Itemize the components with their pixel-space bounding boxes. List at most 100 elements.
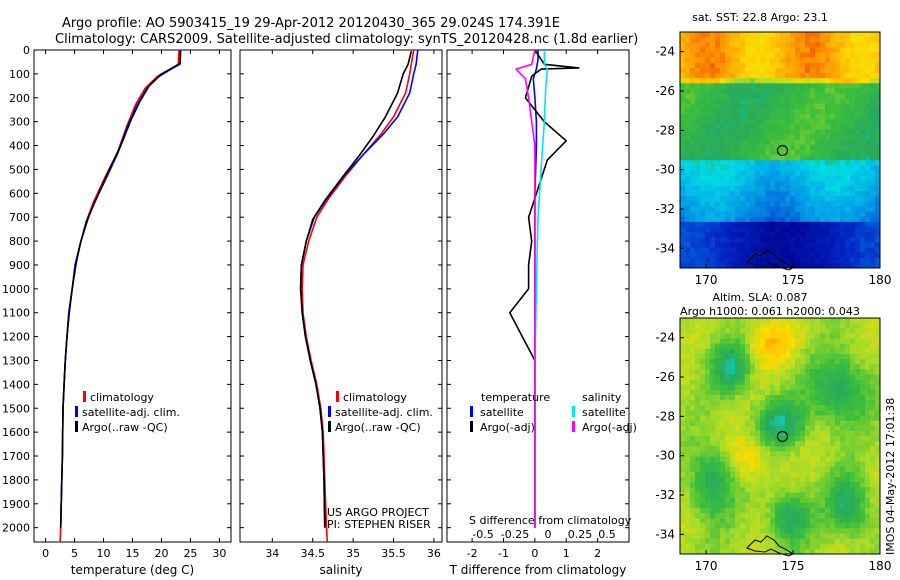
map-cell xyxy=(785,67,791,74)
map-cell xyxy=(785,144,791,151)
map-cell xyxy=(780,150,786,156)
map-cell xyxy=(865,180,871,187)
map-cell xyxy=(740,400,746,406)
map-cell xyxy=(855,369,861,376)
map-cell xyxy=(770,389,776,396)
map-cell xyxy=(710,477,716,483)
map-cell xyxy=(785,461,791,468)
map-cell xyxy=(705,88,711,95)
map-cell xyxy=(785,42,791,48)
map-cell xyxy=(845,497,851,504)
map-cell xyxy=(695,338,701,345)
map-cell xyxy=(715,211,721,218)
map-cell xyxy=(860,415,866,422)
map-cell xyxy=(710,487,716,494)
map-cell xyxy=(780,196,786,202)
map-cell xyxy=(770,242,776,249)
map-cell xyxy=(805,57,811,64)
map-cell xyxy=(755,221,761,228)
map-cell xyxy=(845,343,851,350)
map-cell xyxy=(835,364,841,370)
map-cell xyxy=(825,466,831,473)
map-cell xyxy=(840,400,846,406)
map-cell xyxy=(725,359,731,365)
map-cell xyxy=(840,528,846,535)
map-cell xyxy=(690,343,696,350)
x-tick-label: 35 xyxy=(346,547,360,560)
map-cell xyxy=(820,114,826,120)
map-cell xyxy=(735,405,741,411)
map-cell xyxy=(760,430,766,437)
map-cell xyxy=(845,67,851,74)
map-cell xyxy=(820,52,826,59)
map-cell xyxy=(720,328,726,334)
map-cell xyxy=(695,400,701,406)
difference-legend: temperature salinity satellite Argo(-adj… xyxy=(470,391,637,434)
map-cell xyxy=(715,441,721,447)
map-cell xyxy=(760,201,766,208)
map-cell xyxy=(745,497,751,504)
map-cell xyxy=(785,221,791,228)
map-cell xyxy=(855,415,861,422)
map-cell xyxy=(810,114,816,120)
map-cell xyxy=(835,93,841,100)
map-cell xyxy=(835,502,841,509)
map-cell xyxy=(730,379,736,386)
map-cell xyxy=(745,221,751,228)
map-cell xyxy=(860,492,866,499)
map-cell xyxy=(795,497,801,504)
map-cell xyxy=(750,441,756,447)
map-cell xyxy=(730,348,736,355)
map-cell xyxy=(735,528,741,535)
map-cell xyxy=(850,160,856,166)
map-cell xyxy=(795,512,801,519)
map-cell xyxy=(695,482,701,488)
map-cell xyxy=(845,436,851,442)
map-cell xyxy=(685,405,691,411)
map-cell xyxy=(795,318,801,324)
map-cell xyxy=(715,165,721,172)
map-cell xyxy=(835,232,841,238)
map-cell xyxy=(845,456,851,463)
map-cell xyxy=(815,124,821,131)
map-cell xyxy=(745,507,751,514)
map-cell xyxy=(785,103,791,110)
map-cell xyxy=(780,119,786,125)
salinity-x-axis-label: salinity xyxy=(319,563,362,577)
map-cell xyxy=(710,155,716,161)
map-cell xyxy=(820,88,826,95)
map-cell xyxy=(830,405,836,411)
map-cell xyxy=(815,353,821,360)
map-cell xyxy=(710,533,716,540)
map-cell xyxy=(695,348,701,355)
map-cell xyxy=(845,124,851,131)
map-cell xyxy=(690,37,696,43)
map-cell xyxy=(735,206,741,213)
map-cell xyxy=(745,471,751,478)
map-cell xyxy=(735,247,741,254)
map-cell xyxy=(795,482,801,488)
map-cell xyxy=(685,538,691,545)
map-cell xyxy=(835,512,841,519)
map-cell xyxy=(865,451,871,458)
map-cell xyxy=(865,533,871,540)
map-cell xyxy=(685,139,691,146)
map-cell xyxy=(755,129,761,136)
map-cell xyxy=(745,477,751,483)
map-cell xyxy=(715,108,721,115)
map-cell xyxy=(825,242,831,249)
map-cell xyxy=(730,466,736,473)
map-cell xyxy=(795,67,801,74)
map-cell xyxy=(760,57,766,64)
map-cell xyxy=(830,93,836,100)
map-cell xyxy=(830,389,836,396)
map-cell xyxy=(760,441,766,447)
map-cell xyxy=(680,252,686,259)
map-cell xyxy=(820,93,826,100)
legend-label-climatology: climatology xyxy=(90,391,154,404)
map-cell xyxy=(745,191,751,197)
map-cell xyxy=(715,400,721,406)
map-cell xyxy=(830,451,836,458)
map-cell xyxy=(695,374,701,381)
map-cell xyxy=(720,441,726,447)
